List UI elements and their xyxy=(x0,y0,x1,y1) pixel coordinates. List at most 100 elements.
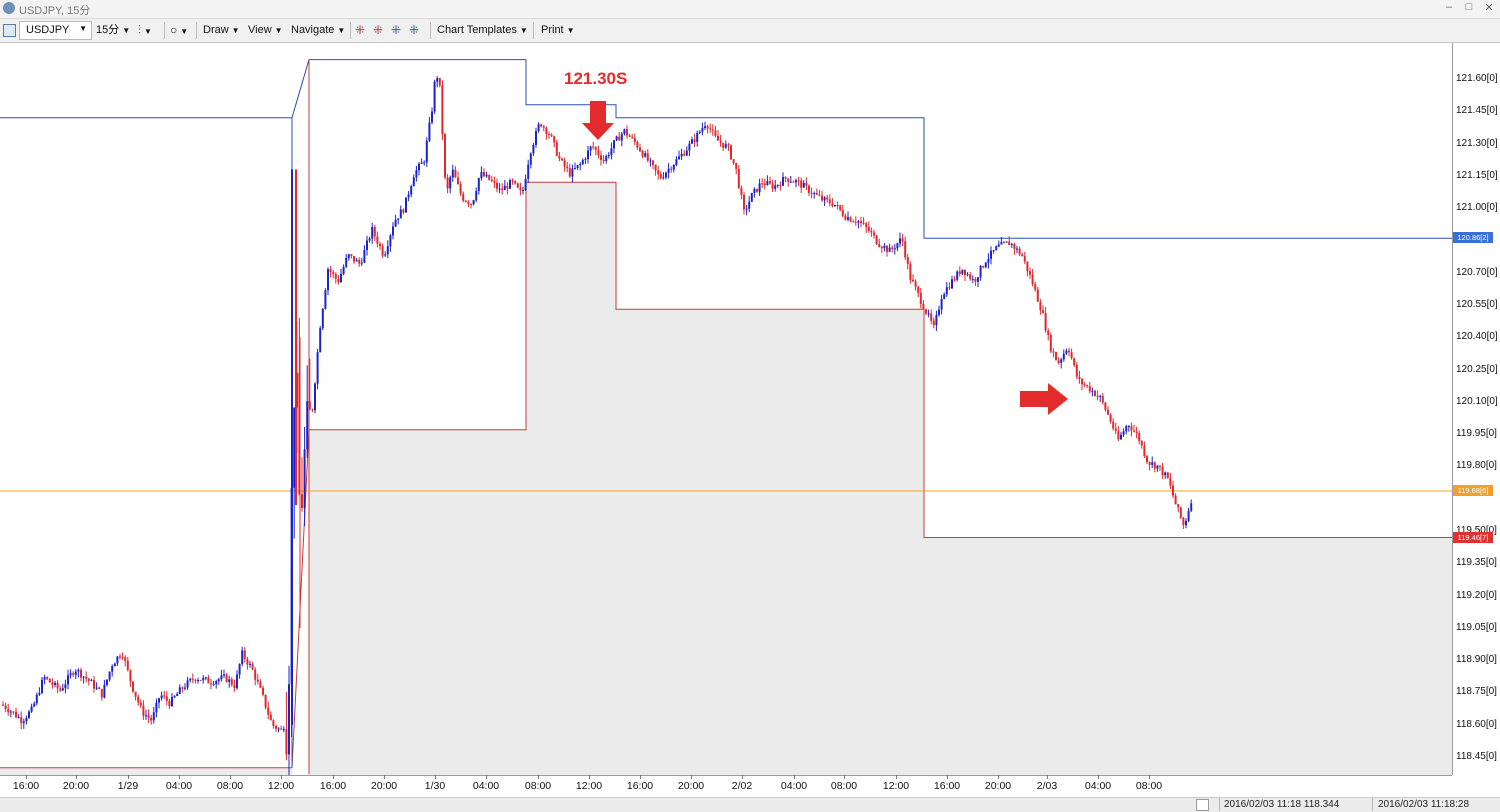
candle-body xyxy=(748,201,751,209)
candle-body xyxy=(236,674,238,689)
draw-menu[interactable]: Draw ▼ xyxy=(203,23,240,38)
candle-body xyxy=(893,248,896,250)
candle-body xyxy=(51,682,54,685)
chart-type-button[interactable]: ⫶ ▼ xyxy=(138,23,152,38)
price-tick-label: 119.35[0] xyxy=(1456,557,1497,569)
price-chart xyxy=(0,59,1452,775)
candle-body xyxy=(332,272,335,274)
status-divider xyxy=(1219,798,1220,811)
navigate-label: Navigate xyxy=(291,24,335,36)
candle-body xyxy=(454,169,457,178)
price-tick-label: 120.55[0] xyxy=(1456,299,1498,310)
candle-body xyxy=(35,694,38,704)
range-shade xyxy=(309,429,526,775)
chart-plot-area[interactable] xyxy=(0,43,1452,775)
candle-body xyxy=(212,684,215,686)
candle-body xyxy=(77,669,80,672)
candle-body xyxy=(345,258,348,267)
chart-menu-icon[interactable] xyxy=(3,24,16,37)
crosshair-down-icon[interactable]: ⁜ xyxy=(373,23,384,37)
candle-body xyxy=(516,183,519,188)
price-axis[interactable] xyxy=(1452,43,1500,775)
candle-body xyxy=(763,183,766,186)
candle-body xyxy=(228,679,231,682)
minimize-icon[interactable]: – xyxy=(1445,1,1453,13)
zoom-out-icon[interactable]: ⁜ xyxy=(409,23,420,37)
candle-body xyxy=(373,227,376,237)
shape-button[interactable]: ○ ▼ xyxy=(170,23,188,38)
candle-body xyxy=(545,127,548,134)
candle-body xyxy=(823,197,826,201)
price-tick-label: 119.80[0] xyxy=(1456,460,1497,472)
candle-body xyxy=(106,679,108,685)
timeframe-label: 15分 xyxy=(96,24,120,36)
candle-body xyxy=(568,168,571,177)
candle-body xyxy=(488,174,491,180)
candle-body xyxy=(46,677,49,679)
candle-body xyxy=(971,279,974,280)
print-menu[interactable]: Print ▼ xyxy=(541,23,575,38)
candle-body xyxy=(451,169,454,178)
candle-body xyxy=(854,221,857,223)
candle-body xyxy=(87,678,90,681)
candle-body xyxy=(360,262,363,264)
candle-body xyxy=(1065,350,1068,354)
candle-body xyxy=(548,134,550,136)
close-icon[interactable]: ✕ xyxy=(1484,2,1494,14)
candle-body xyxy=(605,156,608,161)
chart-templates-menu[interactable]: Chart Templates ▼ xyxy=(437,23,528,38)
candle-body xyxy=(303,449,306,509)
candle-body xyxy=(1109,414,1112,422)
candle-body xyxy=(607,155,610,157)
candle-body xyxy=(831,203,834,206)
candle-body xyxy=(919,292,922,304)
candle-body xyxy=(1101,395,1104,403)
candle-body xyxy=(844,215,847,220)
candle-body xyxy=(132,681,134,692)
candle-body xyxy=(623,129,626,134)
candle-body xyxy=(246,659,249,665)
candle-body xyxy=(363,250,366,263)
candle-body xyxy=(875,235,878,244)
status-bar xyxy=(0,797,1500,812)
symbol-select[interactable]: USDJPY ▼ xyxy=(19,21,92,40)
candle-body xyxy=(181,687,184,689)
candle-body xyxy=(43,677,46,680)
candle-body xyxy=(137,696,140,703)
candle-body xyxy=(1120,434,1122,440)
candle-body xyxy=(329,269,332,273)
candle-body xyxy=(41,679,43,693)
candle-body xyxy=(189,678,192,681)
candle-body xyxy=(1068,350,1070,353)
view-menu[interactable]: View ▼ xyxy=(248,23,283,38)
candle-body xyxy=(847,217,849,220)
time-tick-mark xyxy=(486,775,487,779)
status-cursor-info: 2016/02/03 11:18 118.344 xyxy=(1224,799,1340,810)
candle-body xyxy=(2,704,4,706)
candle-body xyxy=(1190,503,1193,511)
range-shade xyxy=(924,537,1452,775)
candle-body xyxy=(732,159,735,163)
zoom-in-icon[interactable]: ⁜ xyxy=(391,23,402,37)
timeframe-select[interactable]: 15分 ▼ xyxy=(96,23,130,38)
candle-body xyxy=(938,309,940,316)
crosshair-up-icon[interactable]: ⁜ xyxy=(355,23,366,37)
time-tick-label: 16:00 xyxy=(626,780,654,792)
candle-body xyxy=(321,308,324,329)
candle-body xyxy=(506,185,509,189)
navigate-menu[interactable]: Navigate ▼ xyxy=(291,23,345,38)
candle-body xyxy=(594,147,597,150)
candle-body xyxy=(337,278,340,283)
time-axis[interactable] xyxy=(0,775,1452,798)
candle-body xyxy=(142,705,145,716)
candle-body xyxy=(61,688,64,691)
time-tick-label: 16:00 xyxy=(933,780,961,792)
candle-body xyxy=(724,144,727,148)
time-tick-label: 20:00 xyxy=(984,780,1012,792)
candle-body xyxy=(485,174,488,177)
range-shade xyxy=(0,767,292,775)
maximize-icon[interactable]: □ xyxy=(1465,1,1473,13)
candle-body xyxy=(160,695,163,699)
status-checkbox[interactable] xyxy=(1196,799,1209,811)
candle-body xyxy=(1130,426,1133,431)
